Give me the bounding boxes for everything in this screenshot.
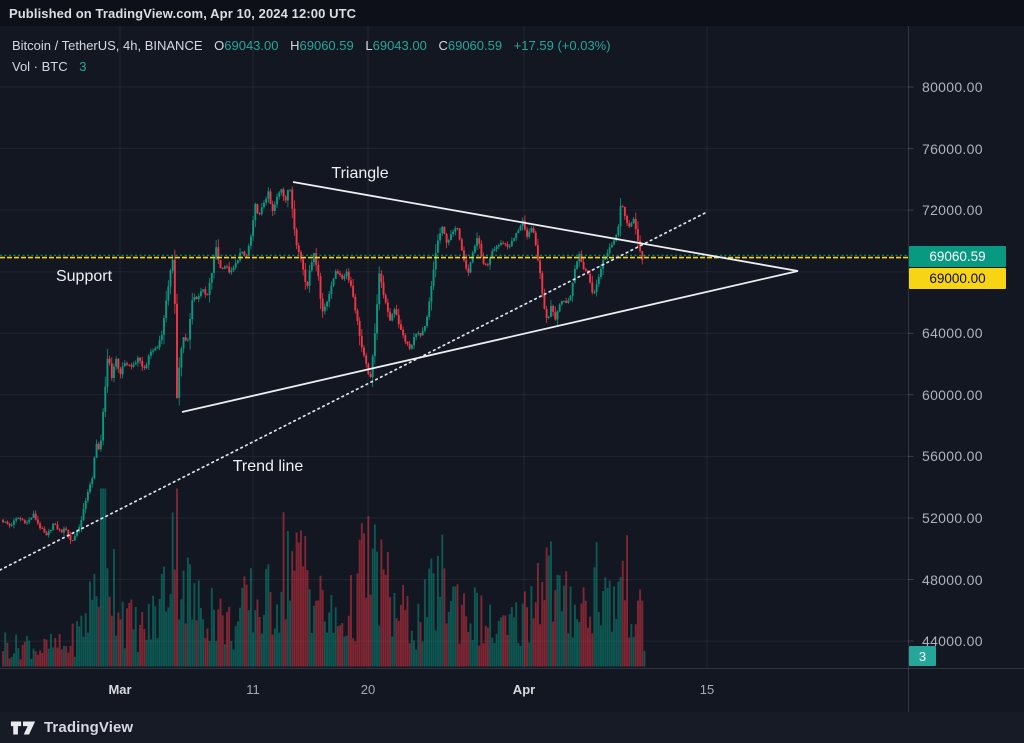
volume-label: Vol · BTC <box>12 59 68 74</box>
legend-row-symbol: Bitcoin / TetherUS, 4h, BINANCE O69043.0… <box>12 38 611 54</box>
time-tick-label: 20 <box>360 682 376 697</box>
price-tick-label: 52000.00 <box>922 510 983 526</box>
volume-badge-value: 3 <box>918 648 927 664</box>
last-price-badge-value: 69060.59 <box>929 249 986 264</box>
price-tick-label: 60000.00 <box>922 386 983 403</box>
price-tick-label: 80000.00 <box>922 79 983 95</box>
symbol-title: Bitcoin / TetherUS, 4h, BINANCE <box>12 38 203 53</box>
published-text: Published on TradingView.com, Apr 10, 20… <box>9 5 357 21</box>
ohlc-high-label: H <box>290 38 300 53</box>
ohlc-high-value: 69060.59 <box>299 38 354 53</box>
tradingview-brand-text[interactable]: TradingView <box>44 719 134 736</box>
annotation-trend-line: Trend line <box>232 458 304 475</box>
time-axis[interactable] <box>0 668 908 712</box>
legend-row-volume: Vol · BTC 3 <box>12 59 611 75</box>
ohlc-close-value: 69060.59 <box>447 38 503 53</box>
candles-layer <box>2 186 646 544</box>
volume-badge: 3 <box>909 646 936 666</box>
annotation-triangle: Triangle <box>331 165 389 182</box>
time-tick-label: Apr <box>512 682 536 697</box>
price-tick-label: 56000.00 <box>922 448 983 465</box>
price-tick-label: 72000.00 <box>922 202 983 219</box>
time-tick-label: 15 <box>699 682 715 697</box>
time-tick-label: Mar <box>108 682 132 697</box>
price-tick-label: 64000.00 <box>922 325 983 342</box>
time-tick-label: 11 <box>246 682 260 697</box>
footer-bar: TradingView <box>0 712 1024 743</box>
ohlc-open-label: O <box>214 38 225 53</box>
ohlc-open-value: 69043.00 <box>224 38 279 53</box>
tradingview-logo-icon[interactable] <box>10 720 36 736</box>
drawings-layer <box>0 181 908 571</box>
price-tick-label: 44000.00 <box>922 633 983 650</box>
annotation-support: Support <box>55 268 113 285</box>
volume-bars-layer <box>2 488 646 667</box>
price-tick-label: 76000.00 <box>922 140 983 157</box>
volume-value: 3 <box>79 59 87 74</box>
price-tick-label: 48000.00 <box>922 571 983 588</box>
published-bar: Published on TradingView.com, Apr 10, 20… <box>0 0 1024 26</box>
symbol-legend: Bitcoin / TetherUS, 4h, BINANCE O69043.0… <box>12 38 611 75</box>
ohlc-close-label: C <box>438 38 448 53</box>
price-change: +17.59 (+0.03%) <box>513 38 611 53</box>
last-price-badge: 69060.59 <box>909 246 1006 267</box>
support-price-badge-value: 69000.00 <box>929 270 986 286</box>
ohlc-low-label: L <box>365 38 373 53</box>
ohlc-low-value: 69043.00 <box>372 38 427 53</box>
support-price-badge: 69000.00 <box>909 267 1006 289</box>
